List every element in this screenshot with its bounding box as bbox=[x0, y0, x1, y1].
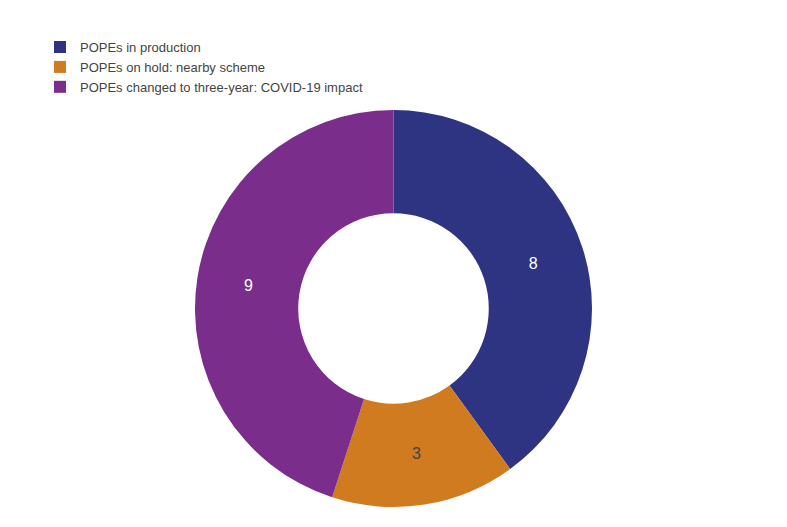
svg-text:8: 8 bbox=[529, 255, 538, 272]
svg-text:3: 3 bbox=[412, 445, 421, 462]
svg-text:9: 9 bbox=[244, 277, 253, 294]
svg-text:POPEs on hold: nearby scheme: POPEs on hold: nearby scheme bbox=[80, 60, 265, 75]
svg-text:POPEs in production: POPEs in production bbox=[80, 40, 201, 55]
svg-text:POPEs changed to three-year: C: POPEs changed to three-year: COVID-19 im… bbox=[80, 80, 363, 95]
